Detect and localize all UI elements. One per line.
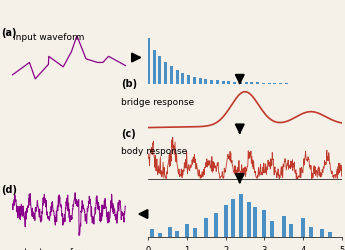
Text: (b): (b) — [121, 79, 137, 89]
Bar — [158, 233, 162, 237]
Bar — [247, 202, 251, 237]
Bar — [239, 194, 243, 238]
Bar — [204, 218, 208, 238]
Bar — [262, 210, 266, 238]
Text: (a): (a) — [1, 28, 16, 38]
Bar — [256, 83, 259, 84]
Bar — [216, 81, 219, 84]
Bar — [250, 83, 253, 84]
Bar — [193, 78, 196, 84]
Bar — [227, 82, 230, 84]
Bar — [193, 228, 197, 237]
Bar — [268, 83, 270, 84]
Bar — [187, 76, 190, 84]
Text: input waveform: input waveform — [13, 32, 85, 42]
Bar — [328, 232, 332, 237]
Bar — [224, 205, 228, 238]
Bar — [150, 229, 154, 237]
Text: body response: body response — [121, 146, 188, 156]
Bar — [152, 50, 156, 84]
Bar — [253, 208, 257, 238]
Bar — [185, 224, 189, 237]
Bar — [231, 200, 235, 237]
Bar — [204, 80, 207, 84]
Bar — [214, 213, 218, 238]
Text: bridge response: bridge response — [121, 97, 195, 106]
Text: output waveform: output waveform — [13, 247, 91, 250]
Bar — [289, 224, 293, 237]
Bar — [309, 227, 313, 237]
Bar — [158, 57, 161, 84]
Bar — [233, 82, 236, 84]
Bar — [199, 79, 201, 84]
Bar — [210, 81, 213, 84]
Bar — [270, 221, 274, 238]
Bar — [147, 39, 150, 84]
Bar — [239, 82, 242, 84]
Bar — [181, 74, 184, 84]
Bar — [262, 83, 265, 84]
Bar — [320, 229, 324, 237]
Bar — [168, 227, 171, 237]
Bar — [301, 218, 305, 238]
Bar — [221, 82, 225, 84]
Text: (c): (c) — [121, 128, 136, 138]
Bar — [176, 71, 179, 84]
Bar — [170, 67, 173, 84]
Bar — [164, 62, 167, 84]
Bar — [282, 216, 286, 238]
Bar — [245, 83, 248, 84]
Text: (d): (d) — [1, 184, 17, 194]
Bar — [175, 231, 179, 237]
